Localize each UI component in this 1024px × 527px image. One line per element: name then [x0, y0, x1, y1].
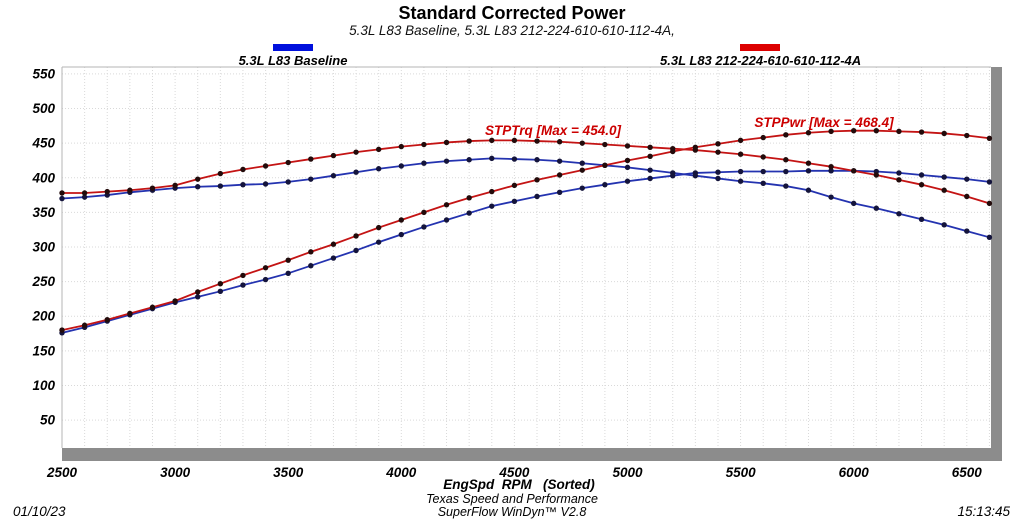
legend-cam: 5.3L L83 212-224-610-610-112-4A [660, 44, 862, 68]
svg-text:450: 450 [31, 136, 55, 151]
legend-cam-label: 5.3L L83 212-224-610-610-112-4A [660, 53, 862, 68]
svg-text:2500: 2500 [46, 465, 78, 480]
page-subtitle: 5.3L L83 Baseline, 5.3L L83 212-224-610-… [349, 23, 675, 38]
legend-baseline-label: 5.3L L83 Baseline [238, 53, 348, 68]
svg-text:500: 500 [32, 101, 55, 116]
x-axis-title: EngSpd RPM (Sorted) [443, 477, 595, 492]
legend-baseline: 5.3L L83 Baseline [208, 44, 378, 68]
footer-software-version: SuperFlow WinDyn™ V2.8 [437, 505, 587, 519]
svg-text:300: 300 [32, 240, 55, 255]
footer-time: 15:13:45 [957, 504, 1010, 519]
page-title: Standard Corrected Power [398, 3, 626, 23]
svg-text:400: 400 [31, 170, 55, 185]
legend-cam-swatch [740, 44, 780, 51]
annotation-stptrq-max: STPTrq [Max = 454.0] [485, 123, 621, 138]
annotation-stppwr-max: STPPwr [Max = 468.4] [754, 115, 894, 130]
svg-text:250: 250 [31, 274, 55, 289]
svg-text:5500: 5500 [726, 465, 757, 480]
svg-text:200: 200 [31, 309, 55, 324]
svg-text:100: 100 [32, 378, 55, 393]
svg-text:550: 550 [32, 66, 55, 81]
footer-shop-name: Texas Speed and Performance [426, 492, 598, 506]
svg-text:50: 50 [40, 413, 56, 428]
svg-text:6500: 6500 [952, 465, 983, 480]
svg-text:3000: 3000 [160, 465, 191, 480]
svg-text:6000: 6000 [839, 465, 870, 480]
svg-text:3500: 3500 [273, 465, 304, 480]
svg-text:350: 350 [32, 205, 55, 220]
svg-text:5000: 5000 [612, 465, 643, 480]
svg-text:4500: 4500 [498, 465, 530, 480]
legend-baseline-swatch [273, 44, 313, 51]
svg-text:4000: 4000 [385, 465, 417, 480]
svg-text:150: 150 [32, 343, 55, 358]
footer-date: 01/10/23 [13, 504, 66, 519]
footer-center: Texas Speed and Performance SuperFlow Wi… [0, 493, 1024, 519]
